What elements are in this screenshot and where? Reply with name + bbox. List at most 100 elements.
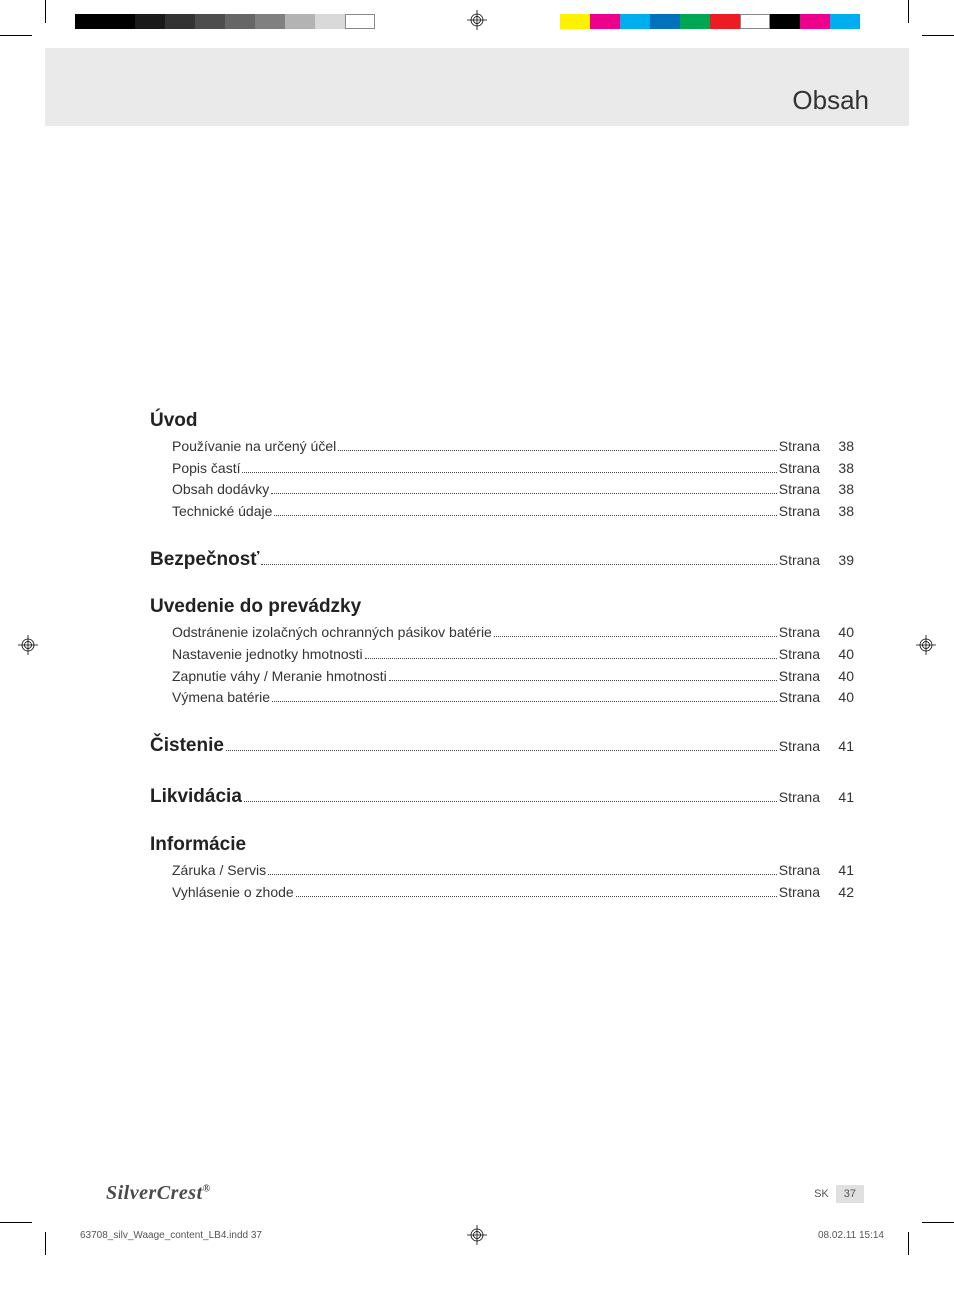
toc-page-number: 38 xyxy=(820,436,854,458)
color-swatch xyxy=(590,14,620,29)
toc-section: Informácie Záruka / ServisStrana41Vyhláse… xyxy=(150,834,854,903)
toc-item: Odstránenie izolačných ochranných pásiko… xyxy=(150,622,854,644)
toc-page-label: Strana xyxy=(779,622,820,644)
color-swatch xyxy=(800,14,830,29)
toc-section: LikvidáciaStrana41 xyxy=(150,782,854,811)
toc-page-number: 40 xyxy=(820,666,854,688)
color-swatch xyxy=(135,14,165,29)
toc-leader-dots xyxy=(274,515,776,516)
toc-page-number: 40 xyxy=(820,622,854,644)
toc-heading-line: BezpečnosťStrana39 xyxy=(150,545,854,574)
toc-page-number: 41 xyxy=(820,860,854,882)
color-swatch xyxy=(560,14,590,29)
crop-mark xyxy=(45,1232,46,1255)
page-number-block: SK 37 xyxy=(814,1185,864,1203)
toc-leader-dots xyxy=(268,874,777,875)
toc-item: Vyhlásenie o zhode Strana42 xyxy=(150,882,854,904)
brand-text-sub: Crest xyxy=(157,1182,203,1204)
toc-leader-dots xyxy=(296,896,777,897)
toc-heading-row: Informácie xyxy=(150,834,854,856)
toc-page-label: Strana xyxy=(779,479,820,501)
registration-mark-icon xyxy=(467,10,487,30)
toc-item-text: Zapnutie váhy / Meranie hmotnosti xyxy=(172,666,387,688)
color-swatch xyxy=(710,14,740,29)
toc-heading-row: Úvod xyxy=(150,410,854,432)
toc-leader-dots xyxy=(338,450,777,451)
toc-heading: Úvod xyxy=(150,410,198,432)
toc-page-number: 38 xyxy=(820,479,854,501)
page-number: 37 xyxy=(836,1185,864,1203)
toc-page-label: Strana xyxy=(779,458,820,480)
toc-page-label: Strana xyxy=(779,687,820,709)
toc-page-label: Strana xyxy=(779,736,820,758)
toc-heading: Čistenie xyxy=(150,731,224,760)
toc-section: ÚvodPoužívanie na určený účelStrana38Pop… xyxy=(150,410,854,523)
registration-mark-icon xyxy=(18,635,38,655)
page-title: Obsah xyxy=(792,85,869,116)
date-meta: 08.02.11 15:14 xyxy=(818,1230,884,1241)
lang-code: SK xyxy=(814,1188,829,1200)
toc-heading-line: Čistenie Strana41 xyxy=(150,731,854,760)
footer: SilverCrest® SK 37 xyxy=(106,1182,864,1205)
toc-page-number: 38 xyxy=(820,501,854,523)
color-swatch xyxy=(285,14,315,29)
toc-item: Obsah dodávky Strana38 xyxy=(150,479,854,501)
toc-item: Technické údajeStrana38 xyxy=(150,501,854,523)
toc-leader-dots xyxy=(272,701,777,702)
toc-item-text: Nastavenie jednotky hmotnosti xyxy=(172,644,363,666)
toc-item-text: Používanie na určený účel xyxy=(172,436,336,458)
crop-mark xyxy=(0,1222,32,1223)
brand-logo: SilverCrest® xyxy=(106,1182,211,1205)
toc-item: Popis častí Strana38 xyxy=(150,458,854,480)
file-meta: 63708_silv_Waage_content_LB4.indd 37 xyxy=(80,1230,262,1241)
color-swatch xyxy=(345,14,375,29)
toc-item: Záruka / ServisStrana41 xyxy=(150,860,854,882)
color-swatch xyxy=(225,14,255,29)
toc-heading: Likvidácia xyxy=(150,782,242,811)
color-swatch xyxy=(650,14,680,29)
toc-page-label: Strana xyxy=(779,550,820,572)
toc-page-label: Strana xyxy=(779,882,820,904)
toc-page-number: 40 xyxy=(820,644,854,666)
toc-heading-line: LikvidáciaStrana41 xyxy=(150,782,854,811)
toc-page-number: 38 xyxy=(820,458,854,480)
toc-page-label: Strana xyxy=(779,436,820,458)
toc-item-text: Vyhlásenie o zhode xyxy=(172,882,294,904)
toc-section: Uvedenie do prevádzky Odstránenie izolačn… xyxy=(150,596,854,709)
toc-leader-dots xyxy=(261,564,776,565)
brand-text-main: Silver xyxy=(106,1182,157,1204)
color-bar-left xyxy=(75,14,375,29)
toc-leader-dots xyxy=(244,801,777,802)
color-swatch xyxy=(255,14,285,29)
toc-page-label: Strana xyxy=(779,787,820,809)
toc-heading-row: Uvedenie do prevádzky xyxy=(150,596,854,618)
crop-mark xyxy=(908,0,909,23)
toc-item: Nastavenie jednotky hmotnostiStrana40 xyxy=(150,644,854,666)
color-swatch xyxy=(315,14,345,29)
toc-item: Výmena batérieStrana40 xyxy=(150,687,854,709)
toc-item-text: Obsah dodávky xyxy=(172,479,269,501)
toc-page-label: Strana xyxy=(779,666,820,688)
header-band: Obsah xyxy=(45,48,909,126)
toc-leader-dots xyxy=(494,636,777,637)
toc-leader-dots xyxy=(226,750,777,751)
color-swatch xyxy=(740,14,770,29)
color-swatch xyxy=(620,14,650,29)
crop-mark xyxy=(922,1222,954,1223)
toc-heading: Uvedenie do prevádzky xyxy=(150,596,361,618)
toc-page-number: 41 xyxy=(820,736,854,758)
toc-item-text: Odstránenie izolačných ochranných pásiko… xyxy=(172,622,492,644)
toc-item-text: Výmena batérie xyxy=(172,687,270,709)
toc-page-label: Strana xyxy=(779,501,820,523)
color-swatch xyxy=(195,14,225,29)
toc-page-number: 42 xyxy=(820,882,854,904)
crop-mark xyxy=(45,0,46,23)
color-swatch xyxy=(680,14,710,29)
color-swatch xyxy=(165,14,195,29)
crop-mark xyxy=(922,35,954,36)
toc-section: BezpečnosťStrana39 xyxy=(150,545,854,574)
footer-meta: 63708_silv_Waage_content_LB4.indd 37 08.… xyxy=(80,1230,884,1241)
toc-item: Zapnutie váhy / Meranie hmotnosti Strana4… xyxy=(150,666,854,688)
color-swatch xyxy=(770,14,800,29)
toc-item-text: Popis častí xyxy=(172,458,240,480)
